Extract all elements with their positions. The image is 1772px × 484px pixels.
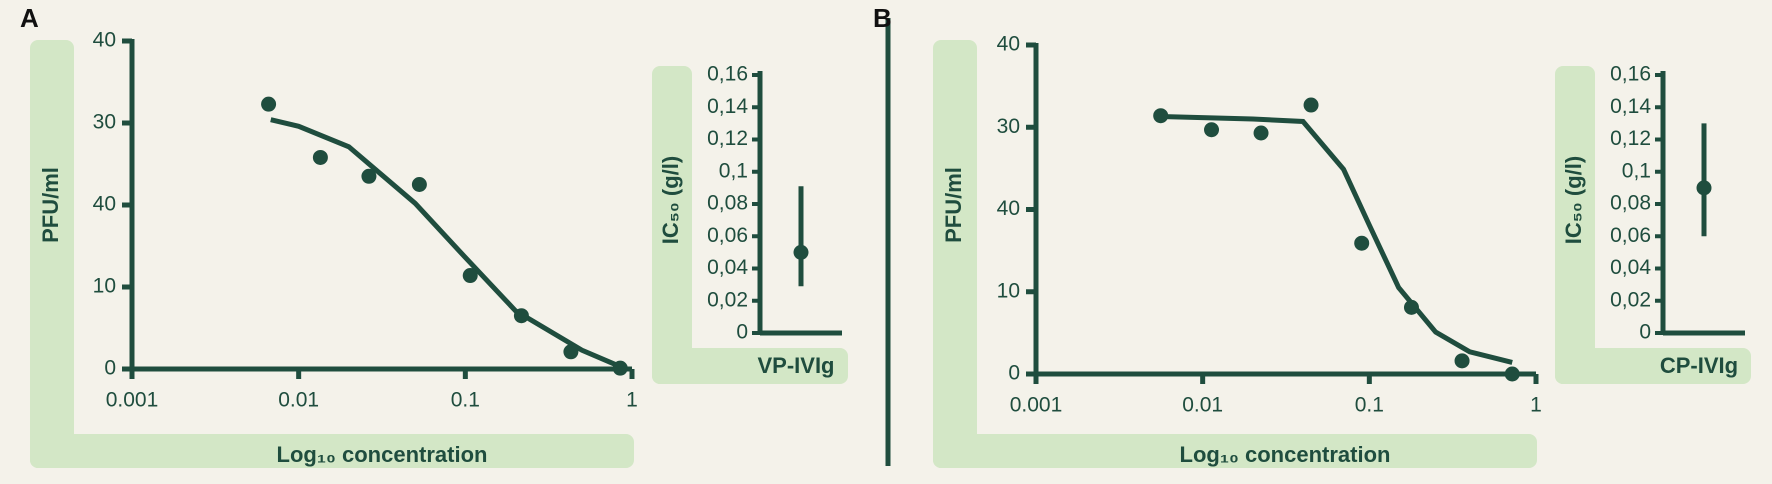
y-tick-label: 30 (997, 115, 1020, 138)
y-tick-label: 0,04 (707, 256, 748, 279)
x-tick-label: 1 (626, 389, 638, 412)
label-band (30, 434, 634, 468)
data-point (411, 177, 427, 192)
y-tick-label: 40 (997, 33, 1020, 56)
data-point (1454, 353, 1470, 369)
y-tick-label: 0,02 (707, 288, 748, 311)
y-tick-label: 0,04 (1610, 256, 1651, 279)
y-tick-label: 10 (93, 275, 116, 298)
label-band (652, 348, 848, 384)
fit-curve (1160, 114, 1513, 365)
data-point (1303, 97, 1319, 113)
y-tick-label: 40 (93, 29, 116, 52)
data-point (1504, 366, 1520, 382)
data-point (1204, 122, 1220, 138)
y-tick-label: 10 (997, 279, 1020, 302)
panel-label: B (873, 3, 892, 33)
y-tick-label: 0,06 (707, 224, 748, 247)
label-band (30, 40, 74, 468)
y-tick-label: 0,1 (719, 159, 748, 182)
label-band (652, 66, 692, 384)
x-tick-label: VP-IVIg (757, 353, 834, 378)
y-tick-label: 30 (93, 111, 116, 134)
x-tick-label: 0.001 (106, 389, 159, 412)
y-tick-label: 0 (736, 321, 748, 344)
x-tick-label: 0.1 (451, 389, 480, 412)
data-point (312, 149, 328, 165)
y-tick-label: 0 (1008, 362, 1020, 385)
y-tick-label: 0,14 (707, 95, 748, 118)
y-tick-label: 0,08 (707, 192, 748, 215)
label-band (933, 40, 977, 468)
data-point (513, 308, 529, 324)
data-point (462, 268, 478, 284)
data-point (1403, 299, 1419, 315)
data-point (793, 244, 809, 260)
label-band (933, 434, 1537, 468)
x-tick-label: 0.01 (278, 389, 319, 412)
fit-curve (270, 117, 622, 369)
y-tick-label: 0,08 (1610, 192, 1651, 215)
label-band (1555, 348, 1751, 384)
data-point (1253, 125, 1269, 141)
x-tick-label: 0.001 (1010, 394, 1063, 417)
y-tick-label: 40 (93, 193, 116, 216)
y-axis-label: IC₅₀ (g/l) (1561, 156, 1586, 244)
y-tick-label: 0 (104, 357, 116, 380)
y-tick-label: 0,12 (1610, 127, 1651, 150)
y-axis-label: PFU/ml (38, 167, 63, 243)
data-point (1153, 108, 1169, 124)
y-axis-label: IC₅₀ (g/l) (658, 156, 683, 244)
y-tick-label: 0,06 (1610, 224, 1651, 247)
x-tick-label: 1 (1530, 394, 1542, 417)
y-tick-label: 0,16 (1610, 63, 1651, 86)
y-tick-label: 0,1 (1622, 159, 1651, 182)
y-tick-label: 40 (997, 197, 1020, 220)
y-tick-label: 0,14 (1610, 95, 1651, 118)
data-point (1696, 180, 1712, 196)
data-point (563, 344, 579, 360)
data-point (261, 96, 277, 112)
x-tick-label: 0.1 (1355, 394, 1384, 417)
data-point (1354, 235, 1370, 251)
data-point (612, 360, 628, 376)
x-axis-label: Log₁₀ concentration (1180, 442, 1391, 467)
x-tick-label: CP-IVIg (1660, 353, 1738, 378)
x-axis-label: Log₁₀ concentration (277, 442, 488, 467)
y-axis-label: PFU/ml (941, 167, 966, 243)
y-tick-label: 0 (1639, 321, 1651, 344)
data-point (361, 168, 377, 184)
x-tick-label: 0.01 (1182, 394, 1223, 417)
label-band (1555, 66, 1595, 384)
panel-label: A (20, 3, 39, 33)
y-tick-label: 0,02 (1610, 288, 1651, 311)
y-tick-label: 0,12 (707, 127, 748, 150)
y-tick-label: 0,16 (707, 63, 748, 86)
